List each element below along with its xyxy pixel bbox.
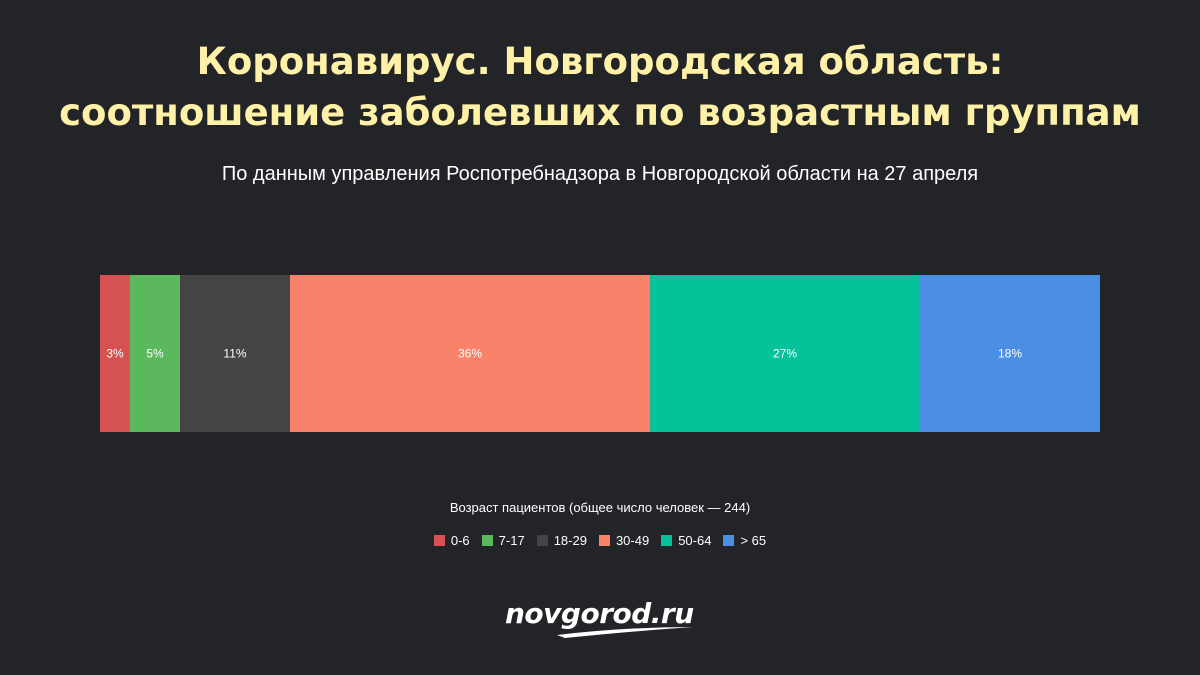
chart-legend: 0-6 7-17 18-29 30-49 50-64 > 65 xyxy=(0,533,1200,548)
bar-data-label-5: 18% xyxy=(998,347,1022,361)
page-title-line-1: Коронавирус. Новгородская область: xyxy=(196,40,1004,83)
legend-label-4: 50-64 xyxy=(678,533,712,548)
legend-swatch-1 xyxy=(481,535,493,546)
legend-swatch-3 xyxy=(598,535,610,546)
bar-segment-2 xyxy=(180,275,290,432)
bar-data-label-3: 36% xyxy=(458,347,482,361)
legend-item-5[interactable]: > 65 xyxy=(723,533,766,548)
bar-segment-4 xyxy=(650,275,920,432)
bar-data-label-4: 27% xyxy=(773,347,797,361)
bar-data-label-0: 3% xyxy=(106,347,124,361)
legend-item-4[interactable]: 50-64 xyxy=(661,533,711,548)
legend-label-5: > 65 xyxy=(740,533,767,548)
legend-item-3[interactable]: 30-49 xyxy=(598,533,650,548)
bar-segment-1 xyxy=(130,275,180,432)
legend-label-1: 7-17 xyxy=(498,533,525,548)
chart-subtitle: По данным управления Роспотребнадзора в … xyxy=(221,163,979,185)
legend-item-0[interactable]: 0-6 xyxy=(433,533,470,548)
page-title-line-2: соотношение заболевших по возрастным гру… xyxy=(59,91,1141,134)
bar-segment-3 xyxy=(290,275,650,432)
legend-item-2[interactable]: 18-29 xyxy=(536,533,587,548)
legend-item-1[interactable]: 7-17 xyxy=(481,533,525,548)
legend-label-2: 18-29 xyxy=(553,533,587,548)
bar-data-label-1: 5% xyxy=(146,347,164,361)
legend-swatch-2 xyxy=(536,535,548,546)
bar-data-label-2: 11% xyxy=(223,347,246,361)
bar-segment-5 xyxy=(920,275,1100,432)
bar-segment-0 xyxy=(100,275,130,432)
legend-title: Возраст пациентов (общее число человек —… xyxy=(449,500,751,515)
legend-swatch-0 xyxy=(433,535,445,546)
legend-label-0: 0-6 xyxy=(450,533,470,548)
brand-logo: novgorod.ru xyxy=(505,597,705,647)
legend-swatch-5 xyxy=(723,535,735,546)
legend-swatch-4 xyxy=(661,535,673,546)
logo-swoosh-icon xyxy=(557,627,693,638)
legend-label-3: 30-49 xyxy=(615,533,650,548)
logo-text: novgorod.ru xyxy=(505,597,694,630)
